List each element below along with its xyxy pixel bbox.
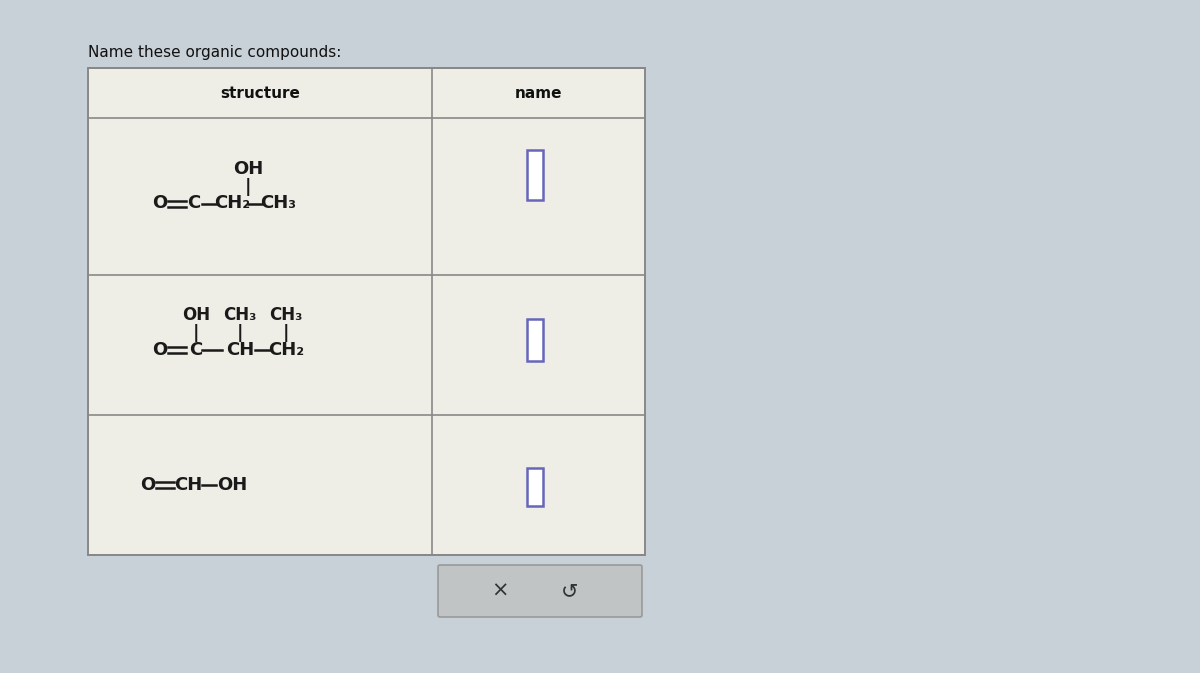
Text: CH₃: CH₃ — [223, 306, 257, 324]
Text: ×: × — [491, 581, 509, 601]
Text: CH: CH — [226, 341, 254, 359]
Text: CH₃: CH₃ — [269, 306, 302, 324]
Text: O: O — [152, 341, 168, 359]
Bar — [527, 150, 542, 200]
Text: O: O — [140, 476, 156, 494]
FancyBboxPatch shape — [438, 565, 642, 617]
Text: structure: structure — [220, 85, 300, 100]
Text: name: name — [515, 85, 563, 100]
Text: C: C — [190, 341, 203, 359]
Text: |: | — [283, 324, 289, 342]
Text: |: | — [245, 178, 251, 195]
Text: OH: OH — [182, 306, 210, 324]
Text: ↺: ↺ — [562, 581, 578, 601]
Text: OH: OH — [233, 160, 263, 178]
Text: O: O — [152, 194, 168, 213]
Bar — [88, 68, 646, 555]
Text: CH₂: CH₂ — [268, 341, 304, 359]
Text: CH₃: CH₃ — [260, 194, 296, 213]
Text: Name these organic compounds:: Name these organic compounds: — [88, 44, 341, 59]
Text: CH₂: CH₂ — [214, 194, 250, 213]
Bar — [527, 319, 542, 361]
Text: OH: OH — [217, 476, 247, 494]
Text: |: | — [193, 324, 199, 342]
Text: CH: CH — [174, 476, 202, 494]
Text: C: C — [187, 194, 200, 213]
Bar — [527, 468, 542, 506]
Text: |: | — [236, 324, 244, 342]
